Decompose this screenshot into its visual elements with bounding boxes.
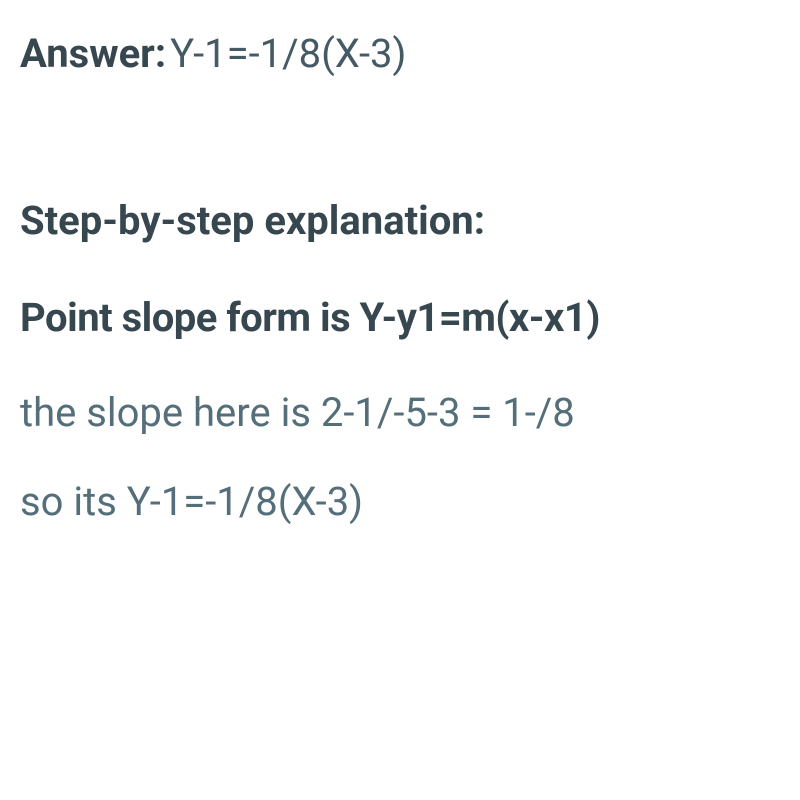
answer-equation: Y-1=-1/8(X-3) bbox=[170, 30, 406, 77]
answer-block: Answer: Y-1=-1/8(X-3) bbox=[20, 30, 780, 77]
formula-line: Point slope form is Y-y1=m(x-x1) bbox=[20, 294, 780, 341]
answer-label: Answer: bbox=[20, 30, 166, 77]
explanation-heading: Step-by-step explanation: bbox=[20, 197, 780, 244]
final-equation: so its Y-1=-1/8(X-3) bbox=[20, 478, 780, 525]
slope-calculation: the slope here is 2-1/-5-3 = 1-/8 bbox=[20, 389, 780, 436]
